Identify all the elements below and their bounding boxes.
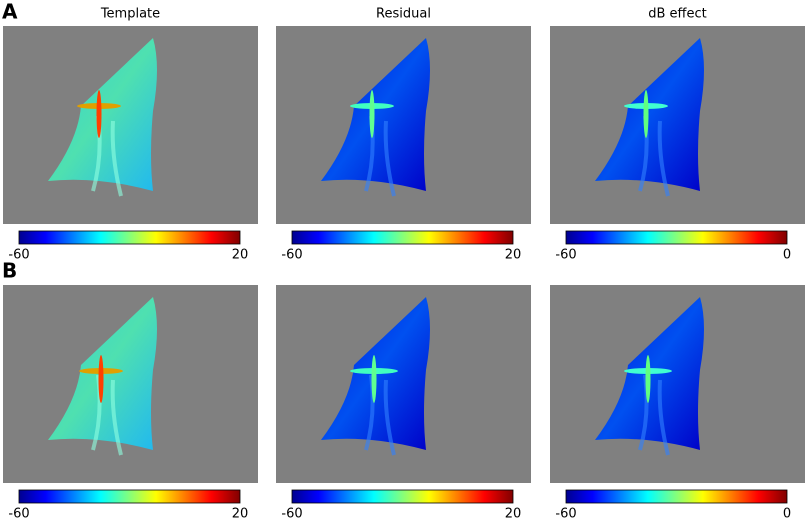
surface-shape xyxy=(48,38,157,191)
cross-v xyxy=(643,90,649,138)
cross-v xyxy=(98,355,104,403)
panel-letter: A xyxy=(2,0,18,24)
colorbar-min: -60 xyxy=(555,248,576,263)
colorbar-max: 20 xyxy=(505,248,522,263)
surface xyxy=(595,297,704,456)
surface-shape xyxy=(595,38,704,191)
colorbar-max: 0 xyxy=(783,248,791,263)
surface-shape xyxy=(321,38,430,191)
colorbar xyxy=(565,489,788,504)
colorbar-max: 20 xyxy=(505,507,522,521)
column-title: Template xyxy=(100,7,160,22)
surface xyxy=(48,38,157,197)
colorbar-min: -60 xyxy=(8,248,29,263)
colorbar xyxy=(291,489,514,504)
column-title: Residual xyxy=(376,7,431,22)
surface xyxy=(48,297,157,456)
surface xyxy=(321,297,430,456)
surface xyxy=(595,38,704,197)
colorbar-max: 20 xyxy=(232,507,249,521)
cross-v xyxy=(371,355,377,403)
colorbar-min: -60 xyxy=(555,507,576,521)
panel-letter: B xyxy=(2,259,17,283)
cross-v xyxy=(369,90,375,138)
colorbar-max: 0 xyxy=(783,507,791,521)
colorbar xyxy=(18,230,241,245)
colorbar-min: -60 xyxy=(281,507,302,521)
colorbar xyxy=(291,230,514,245)
colorbar-min: -60 xyxy=(281,248,302,263)
cross-v xyxy=(645,355,651,403)
column-title: dB effect xyxy=(648,7,707,22)
colorbar-max: 20 xyxy=(232,248,249,263)
colorbar xyxy=(565,230,788,245)
colorbar xyxy=(18,489,241,504)
surface xyxy=(321,38,430,197)
colorbar-min: -60 xyxy=(8,507,29,521)
cross-v xyxy=(96,90,102,138)
